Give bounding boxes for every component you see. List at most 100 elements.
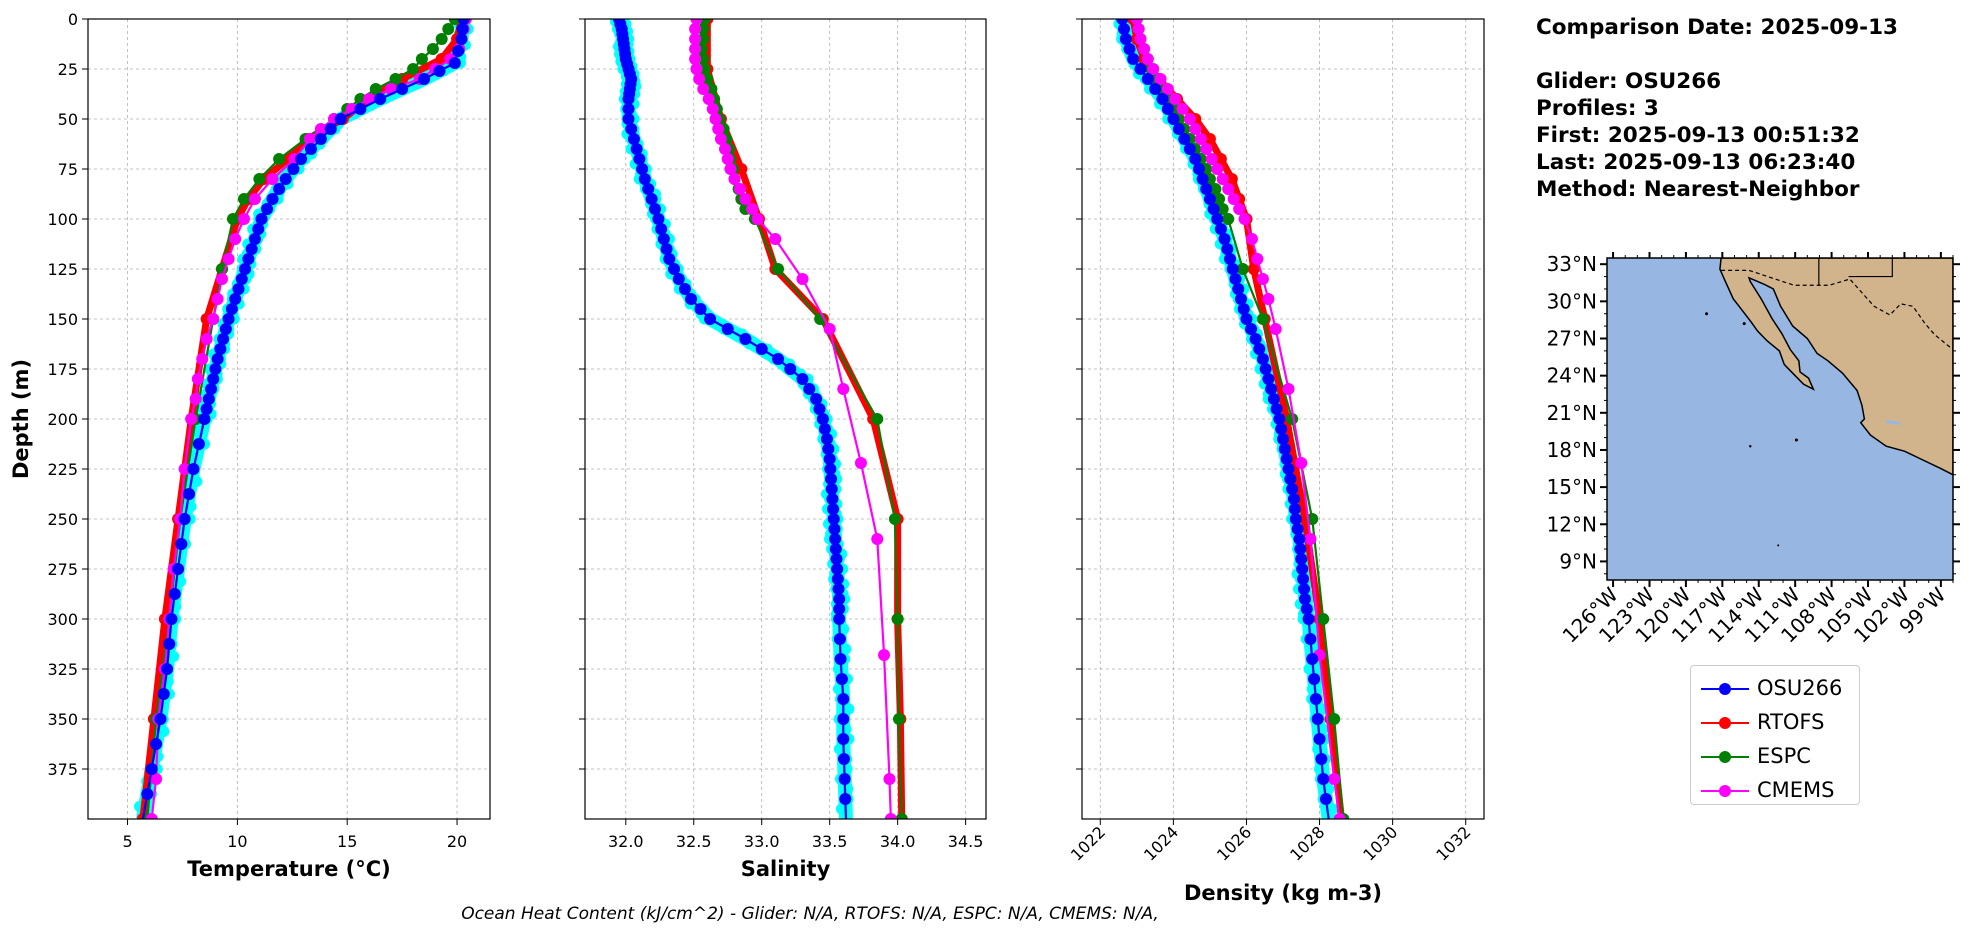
data-point-espc	[1256, 313, 1269, 325]
series-cmems	[1130, 19, 1346, 819]
data-point-cmems	[1154, 73, 1167, 85]
data-point-cmems	[689, 43, 702, 55]
data-point-osu266	[649, 203, 662, 215]
data-point-espc	[895, 813, 908, 819]
data-point-osu266	[1237, 303, 1250, 315]
data-point-cmems	[189, 393, 202, 405]
data-point-osu266	[625, 123, 638, 135]
legend-marker-espc	[1701, 751, 1749, 763]
data-point-osu266	[755, 343, 768, 355]
legend: OSU266 RTOFS ESPC CMEMS	[1690, 665, 1860, 805]
data-point-cmems	[1227, 193, 1240, 205]
data-point-osu266	[1267, 393, 1280, 405]
data-point-osu266	[172, 563, 185, 575]
glider-envelope-point	[1317, 723, 1329, 735]
data-point-osu266	[796, 373, 809, 385]
panel-2: 32.0 32.5 33.0 33.5 34.0 34.5 Salinity	[579, 18, 987, 881]
data-point-cmems	[769, 233, 782, 245]
data-point-espc	[435, 33, 448, 45]
data-point-osu266	[217, 333, 230, 345]
data-point-rtofs	[1203, 133, 1216, 145]
data-point-osu266	[295, 153, 308, 165]
data-point-cmems	[185, 413, 198, 425]
data-point-osu266	[214, 343, 227, 355]
data-point-osu266	[829, 543, 842, 555]
data-point-cmems	[878, 649, 891, 661]
data-point-osu266	[287, 163, 300, 175]
data-point-osu266	[668, 263, 681, 275]
data-point-osu266	[354, 103, 367, 115]
data-point-osu266	[1256, 353, 1269, 365]
data-point-osu266	[1280, 453, 1293, 465]
data-point-osu266	[1313, 733, 1326, 745]
data-point-osu266	[1207, 203, 1220, 215]
data-point-espc	[389, 73, 402, 85]
data-point-osu266	[1298, 593, 1311, 605]
data-point-osu266	[157, 688, 170, 700]
data-point-osu266	[642, 183, 655, 195]
island	[1705, 312, 1709, 316]
data-point-osu266	[1319, 793, 1332, 805]
grid-lines	[1082, 18, 1484, 819]
data-point-osu266	[324, 123, 337, 135]
glider-envelope-point	[832, 683, 844, 695]
data-point-osu266	[1203, 193, 1216, 205]
data-point-osu266	[1270, 403, 1283, 415]
legend-label-rtofs: RTOFS	[1757, 710, 1825, 734]
plot-area	[609, 19, 908, 819]
data-point-osu266	[813, 403, 826, 415]
ocean-heat-content-footer: Ocean Heat Content (kJ/cm^2) - Glider: N…	[461, 904, 1159, 924]
x-tick-label: 33.5	[812, 832, 848, 851]
data-point-osu266	[838, 773, 851, 785]
data-point-cmems	[746, 203, 759, 215]
data-point-osu266	[831, 563, 844, 575]
data-point-cmems	[1161, 83, 1174, 95]
data-point-osu266	[810, 393, 823, 405]
data-point-cmems	[1216, 173, 1229, 185]
data-point-cmems	[178, 463, 191, 475]
data-point-cmems	[248, 193, 261, 205]
data-point-cmems	[823, 323, 836, 335]
data-point-osu266	[1262, 373, 1275, 385]
glider-envelope-point	[843, 703, 855, 715]
grid-lines	[585, 18, 986, 819]
data-point-osu266	[1161, 103, 1174, 115]
data-point-osu266	[242, 253, 255, 265]
data-point-osu266	[1296, 563, 1309, 575]
legend-item-cmems: CMEMS	[1691, 775, 1859, 809]
data-point-cmems	[1245, 233, 1258, 245]
data-point-cmems	[1295, 457, 1308, 469]
data-point-osu266	[636, 163, 649, 175]
data-point-osu266	[1304, 633, 1317, 645]
x-tick-label: 32.0	[608, 832, 644, 851]
data-point-osu266	[825, 483, 838, 495]
data-point-osu266	[1306, 653, 1319, 665]
data-point-cmems	[196, 353, 209, 365]
lat-label: 30°N	[1547, 289, 1597, 313]
data-point-osu266	[1200, 183, 1213, 195]
data-point-cmems	[871, 533, 884, 545]
data-point-cmems	[1132, 23, 1145, 35]
data-point-cmems	[1238, 213, 1251, 225]
data-point-osu266	[685, 293, 698, 305]
map-area	[1607, 258, 1953, 580]
data-point-osu266	[630, 143, 643, 155]
data-point-cmems	[1269, 323, 1282, 335]
data-point-osu266	[200, 403, 213, 415]
data-point-osu266	[1294, 543, 1307, 555]
data-point-osu266	[827, 503, 840, 515]
data-point-osu266	[638, 173, 651, 185]
x-tick-label: 1028	[1286, 822, 1328, 864]
data-point-osu266	[1253, 343, 1266, 355]
data-point-cmems	[837, 383, 850, 395]
data-point-osu266	[154, 713, 167, 725]
data-point-cmems	[709, 113, 722, 125]
lat-label: 9°N	[1559, 549, 1597, 573]
data-point-osu266	[219, 323, 232, 335]
data-point-osu266	[1218, 233, 1231, 245]
x-axis: 1022 1024 1026 1028 1030 1032	[1067, 819, 1475, 865]
data-point-osu266	[1183, 143, 1196, 155]
glider-envelope-point	[1303, 663, 1315, 675]
data-point-cmems	[1183, 113, 1196, 125]
